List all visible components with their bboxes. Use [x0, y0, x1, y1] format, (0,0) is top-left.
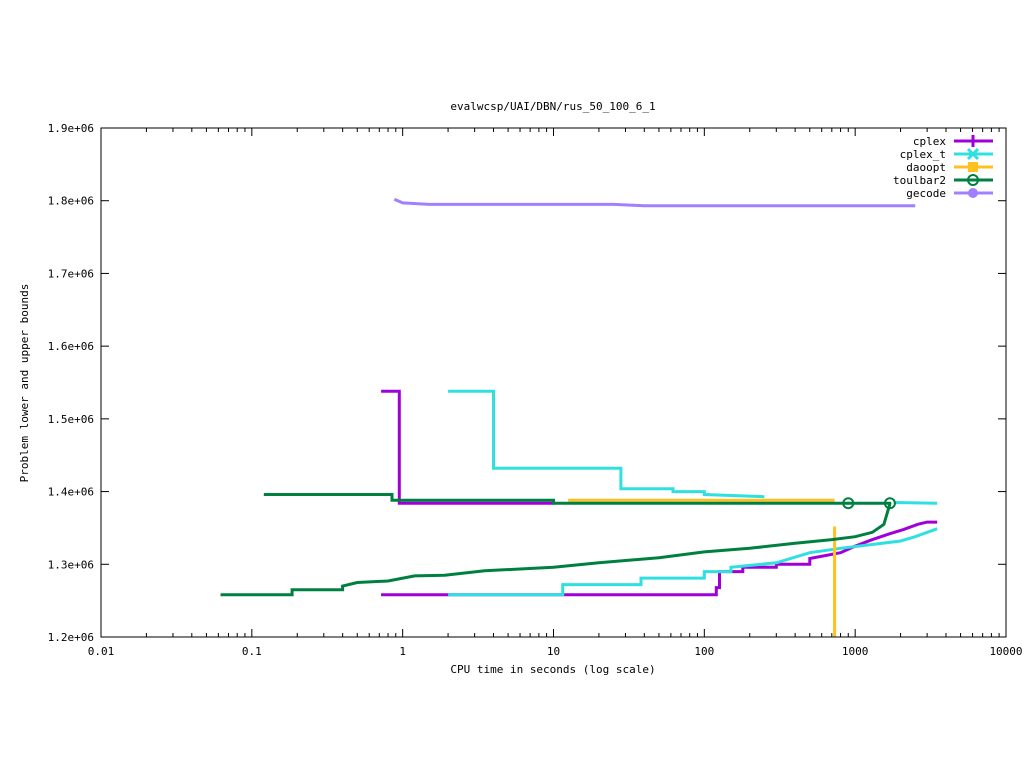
x-tick-label: 10 [547, 645, 560, 658]
legend-x-marker [966, 147, 980, 161]
toulbar2-point-center [846, 501, 850, 505]
y-tick-label: 1.4e+06 [48, 486, 94, 499]
y-tick-label: 1.7e+06 [48, 267, 94, 280]
legend-item-cplex_t: cplex_t [900, 147, 993, 161]
legend-label: gecode [906, 187, 946, 200]
gecode-line [393, 197, 916, 208]
legend-label: toulbar2 [893, 174, 946, 187]
toulbar2-point-center [888, 501, 892, 505]
legend-filled-circle-marker [968, 188, 978, 198]
series-layer [220, 197, 938, 637]
legend-square-marker [968, 162, 978, 172]
cplex-line [381, 389, 554, 505]
plot-frame [100, 127, 1007, 638]
legend-circle-marker [967, 174, 979, 186]
x-tick-label: 10000 [989, 645, 1022, 658]
y-tick-label: 1.8e+06 [48, 195, 94, 208]
y-tick-label: 1.5e+06 [48, 413, 94, 426]
legend-label: cplex_t [900, 148, 946, 161]
cplex-line [381, 520, 938, 597]
tick-labels: 0.01 0.1 1 10 100 1000 10000 1.2e+06 1.3e+06 1.4e… [48, 122, 1023, 658]
cplex_t-line [448, 527, 938, 597]
x-axis-label: CPU time in seconds (log scale) [450, 663, 655, 676]
axis-ticks [100, 127, 1007, 638]
legend-label: cplex [913, 135, 946, 148]
y-tick-label: 1.2e+06 [48, 631, 94, 644]
series-daoopt [568, 498, 837, 637]
series-gecode [393, 197, 916, 208]
legend-item-gecode: gecode [906, 187, 993, 200]
toulbar2-line [263, 493, 890, 505]
cplex_t-line [448, 389, 765, 499]
x-tick-label: 100 [694, 645, 714, 658]
legend-item-daoopt: daoopt [906, 161, 993, 174]
series-toulbar2 [220, 493, 896, 597]
legend-label: daoopt [906, 161, 946, 174]
series-cplex_t [448, 389, 938, 597]
chart-title: evalwcsp/UAI/DBN/rus_50_100_6_1 [450, 100, 655, 113]
legend-item-toulbar2: toulbar2 [893, 174, 993, 187]
y-axis-label: Problem lower and upper bounds [18, 284, 31, 483]
toulbar2-point [883, 497, 896, 510]
cplex_t-line [893, 501, 938, 505]
legend-circle-marker-center [971, 178, 975, 182]
series-cplex [381, 389, 938, 597]
y-tick-label: 1.3e+06 [48, 558, 94, 571]
x-tick-label: 0.01 [88, 645, 115, 658]
toulbar2-point [842, 497, 855, 510]
x-tick-label: 1000 [842, 645, 869, 658]
legend-item-cplex: cplex [913, 135, 993, 148]
x-tick-label: 1 [399, 645, 406, 658]
y-tick-label: 1.9e+06 [48, 122, 94, 135]
y-tick-label: 1.6e+06 [48, 340, 94, 353]
toulbar2-line [220, 503, 892, 597]
x-tick-label: 0.1 [242, 645, 262, 658]
